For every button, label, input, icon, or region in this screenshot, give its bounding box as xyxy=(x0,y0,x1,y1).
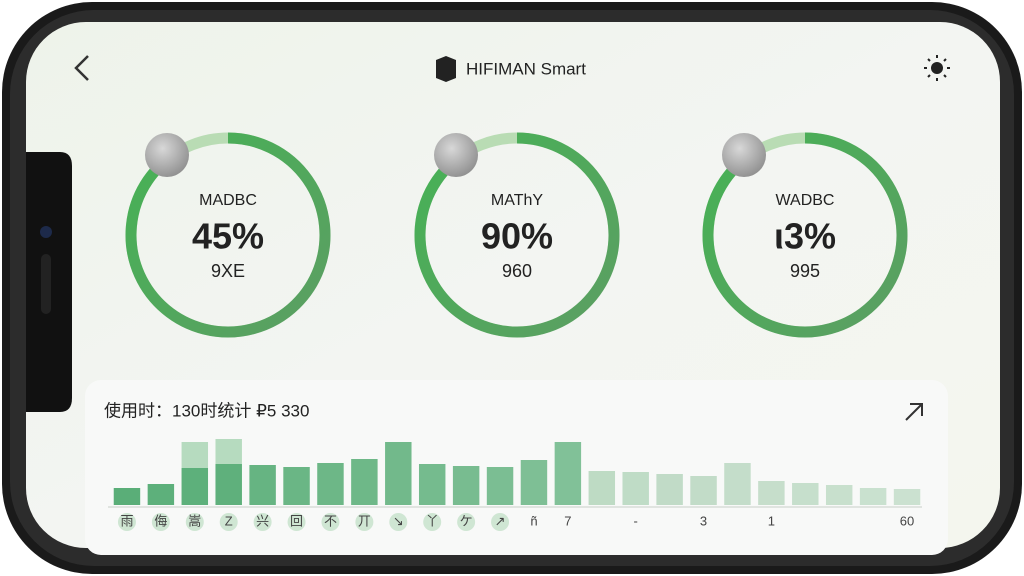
bar xyxy=(486,467,514,505)
x-label: 3 xyxy=(700,513,707,528)
bar xyxy=(724,463,751,505)
brightness-button[interactable] xyxy=(924,55,950,81)
label-chip xyxy=(321,513,340,531)
bar xyxy=(215,464,242,505)
label-chip xyxy=(185,513,204,531)
label-chip xyxy=(287,513,306,531)
x-label: 兴 xyxy=(256,513,269,528)
bar xyxy=(758,481,785,505)
label-chip xyxy=(457,513,476,531)
x-label: 丫 xyxy=(426,513,439,528)
bar xyxy=(418,464,446,505)
label-chip xyxy=(389,513,408,531)
bar xyxy=(825,485,853,505)
bar xyxy=(588,471,616,505)
x-label: 1 xyxy=(768,513,775,528)
x-label: ↘ xyxy=(393,513,404,528)
bar xyxy=(520,460,548,505)
gauge-knob xyxy=(145,133,189,177)
bar xyxy=(181,468,209,505)
label-chip xyxy=(491,513,510,531)
x-label: 雨 xyxy=(120,513,133,528)
gauge-ring xyxy=(702,132,908,338)
gauge-knob xyxy=(722,133,766,177)
bar xyxy=(554,442,582,505)
label-chip xyxy=(355,513,374,531)
bar xyxy=(249,465,276,505)
label-chip xyxy=(151,513,170,531)
expand-button[interactable] xyxy=(905,403,923,421)
gauge-value: 90% xyxy=(481,216,553,257)
label-chip xyxy=(423,513,442,531)
bar xyxy=(656,474,683,505)
x-label: Z xyxy=(225,513,233,528)
gauge-knob xyxy=(434,133,478,177)
x-label: 7 xyxy=(564,513,571,528)
label-chip xyxy=(219,513,238,531)
gauge-sub: 960 xyxy=(502,261,532,281)
x-label: 侮 xyxy=(154,513,167,528)
bar xyxy=(622,472,649,505)
bar xyxy=(893,489,921,505)
x-label: 60 xyxy=(900,513,914,528)
gauge-label: MAThY xyxy=(491,192,543,209)
gauge-sub: 995 xyxy=(790,261,820,281)
gauge-sub: 9XE xyxy=(211,261,245,281)
gauges: MADBC 45% 9XE MAThY 90% 960 WADBC ι3% 995 xyxy=(125,132,908,338)
bar xyxy=(690,476,717,505)
bar xyxy=(283,467,310,505)
bar xyxy=(385,442,412,505)
gauge-value: 45% xyxy=(192,216,264,257)
back-button[interactable] xyxy=(74,55,89,81)
gauge-ring xyxy=(125,132,331,338)
label-chip xyxy=(253,513,272,531)
sensor xyxy=(41,254,51,314)
gauge-value: ι3% xyxy=(774,216,836,257)
x-label: - xyxy=(634,513,638,528)
bar xyxy=(452,466,480,505)
gauge-ring xyxy=(414,132,620,338)
x-label: 丌 xyxy=(358,513,371,528)
app-logo xyxy=(436,56,456,82)
bar xyxy=(859,488,887,505)
camera xyxy=(40,226,52,238)
x-label: 嵩 xyxy=(188,513,201,528)
bar xyxy=(113,488,141,505)
x-label: ケ xyxy=(460,513,473,528)
x-label: 不 xyxy=(324,513,337,528)
gauge-label: WADBC xyxy=(776,192,835,209)
bar xyxy=(351,459,378,505)
usage-title: 使用时：130时统计 ₽5 330 xyxy=(104,400,309,420)
gauge-label: MADBC xyxy=(199,192,257,209)
app-title: HIFIMAN Smart xyxy=(466,59,586,78)
x-label: ↗ xyxy=(495,513,506,528)
bar xyxy=(792,483,819,505)
bar xyxy=(147,484,175,505)
label-chip xyxy=(117,513,136,531)
usage-card xyxy=(85,380,948,555)
usage-bars: 雨 侮 嵩 Z 兴 回 不 丌 ↘ 丫 ケ ↗ ñ 7 - 3 1 60 xyxy=(113,439,921,531)
x-label: ñ xyxy=(530,513,537,528)
bar xyxy=(317,463,344,505)
x-label: 回 xyxy=(290,513,303,528)
